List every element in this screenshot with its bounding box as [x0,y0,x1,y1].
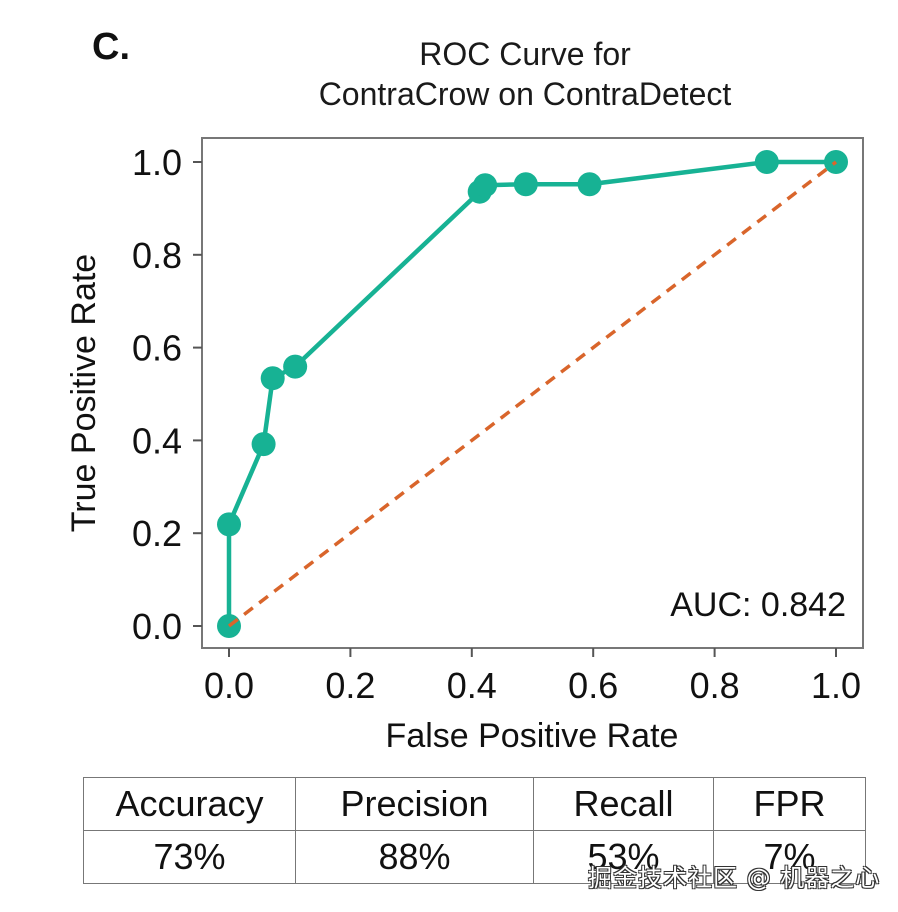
y-tick-label: 0.6 [132,328,182,369]
value-precision: 88% [295,830,534,884]
y-axis-label: True Positive Rate [65,254,103,532]
y-tick-label: 0.2 [132,513,182,554]
roc-point [283,354,308,379]
header-recall: Recall [533,777,714,831]
value-recall: 53% [533,830,714,884]
header-precision: Precision [295,777,534,831]
roc-point [260,366,285,391]
roc-point [513,172,538,197]
roc-point [473,173,498,198]
chart-title-line-2: ContraCrow on ContraDetect [318,76,732,112]
roc-point [251,432,276,457]
chart-title-line-1: ROC Curve for [419,36,631,72]
x-tick-label: 0.2 [325,665,375,706]
roc-point [217,512,241,537]
header-accuracy: Accuracy [83,777,296,831]
watermark: 掘金技术社区 @ 机器之心 [588,864,881,892]
auc-annotation: AUC: 0.842 [670,586,846,624]
y-axis: 0.0 0.2 0.4 0.6 0.8 1.0 [132,142,202,647]
roc-point [754,150,779,174]
metrics-header-row: Accuracy Precision Recall FPR [83,777,866,831]
x-tick-label: 0.4 [447,665,497,706]
series-layer [217,150,848,638]
y-tick-label: 0.8 [132,235,182,276]
y-tick-label: 0.0 [132,606,182,647]
roc-chart: 0.0 0.2 0.4 0.6 0.8 1.0 0.0 0.2 0.4 0.6 0.8 1.0 Fa… [65,137,864,755]
value-fpr: 7% [713,830,866,884]
panel-label: C. [92,26,130,68]
chart-title: ROC Curve for ContraCrow on ContraDetect [200,34,850,114]
metrics-value-row: 73% 88% 53% 7% [83,830,866,884]
x-tick-label: 0.0 [204,665,254,706]
x-tick-label: 0.8 [690,665,740,706]
y-tick-label: 1.0 [132,142,182,183]
value-accuracy: 73% [83,830,296,884]
chance-diagonal-line [227,160,838,628]
y-tick-label: 0.4 [132,420,182,461]
x-axis: 0.0 0.2 0.4 0.6 0.8 1.0 [204,648,861,706]
metrics-table: Accuracy Precision Recall FPR 73% 88% 53… [83,777,866,884]
roc-point [824,150,848,174]
x-tick-label: 1.0 [811,665,861,706]
x-axis-label: False Positive Rate [386,717,679,755]
plot-frame [201,137,864,649]
header-fpr: FPR [713,777,866,831]
roc-point [577,172,602,197]
x-tick-label: 0.6 [568,665,618,706]
